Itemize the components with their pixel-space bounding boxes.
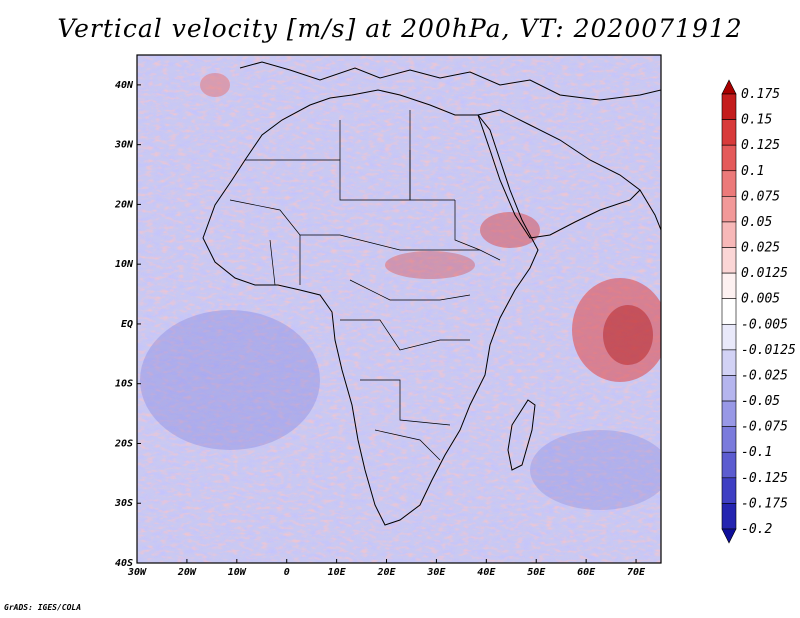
colorbar-swatch — [721, 375, 737, 402]
colorbar-label: -0.2 — [741, 522, 772, 537]
colorbar-swatch — [721, 503, 737, 530]
lon-tick-label: 30E — [426, 567, 446, 578]
colorbar-swatch — [721, 93, 737, 120]
lat-tick-label: 30S — [114, 498, 133, 509]
colorbar-label: 0.005 — [741, 292, 780, 307]
colorbar-label: 0.125 — [741, 138, 780, 153]
colorbar-swatch — [721, 196, 737, 223]
ascent-region-sahel — [385, 251, 475, 279]
latitude-axis: 40N 30N 20N 10N EQ 10S 20S 30S 40S — [114, 80, 141, 569]
lat-tick-label: 30N — [114, 140, 134, 151]
lon-tick-label: 60E — [577, 567, 596, 578]
arabia-coastline — [477, 109, 641, 239]
lon-tick-label: 30W — [127, 567, 147, 578]
lat-tick-label: EQ — [121, 319, 133, 330]
colorbar-swatch — [721, 477, 737, 504]
colorbar-swatch — [721, 221, 737, 248]
colorbar-label: 0.1 — [741, 164, 764, 179]
subsidence-south-atlantic — [140, 310, 320, 450]
colorbar-label: -0.005 — [741, 317, 788, 332]
country-borders — [229, 110, 501, 461]
colorbar-swatch — [721, 144, 737, 172]
colorbar-swatch — [721, 298, 737, 325]
colorbar-label: 0.025 — [741, 241, 780, 256]
lat-tick-label: 10S — [115, 379, 133, 390]
colorbar-label: 0.05 — [741, 215, 772, 230]
colorbar-swatch — [721, 349, 737, 376]
ascent-region-indian-ocean-core — [603, 305, 653, 365]
chart-title: Vertical velocity [m/s] at 200hPa, VT: 2… — [57, 14, 743, 43]
colorbar-label: -0.025 — [741, 368, 788, 383]
colorbar-label: 0.175 — [741, 87, 780, 102]
colorbar-swatch — [721, 79, 737, 95]
ascent-region-ethiopia — [480, 212, 540, 248]
colorbar-label: -0.1 — [741, 445, 772, 460]
colorbar-legend: 0.175 0.15 0.125 0.1 0.075 0.05 0.025 0.0125 0.0… — [721, 79, 796, 544]
lon-tick-label: 20W — [177, 567, 197, 578]
colorbar-swatch — [721, 528, 737, 544]
lat-tick-label: 10N — [115, 259, 134, 270]
lat-tick-label: 40S — [115, 558, 133, 569]
colorbar-swatch — [721, 426, 737, 453]
europe-coastline — [239, 61, 661, 101]
colorbar-label: 0.075 — [741, 189, 780, 204]
lat-tick-label: 40N — [115, 80, 134, 91]
map-frame — [136, 54, 662, 564]
colorbar-label: -0.0125 — [741, 343, 796, 358]
lon-tick-label: 50E — [527, 567, 546, 578]
lon-tick-label: 10E — [328, 567, 347, 578]
longitude-axis: 30W 20W 10W 0 10E 20E 30E 40E 50E 60E 70E — [127, 559, 646, 578]
colorbar-swatch — [721, 323, 737, 351]
colorbar-swatch — [721, 272, 737, 300]
colorbar-label: 0.0125 — [741, 266, 788, 281]
colorbar-label: -0.075 — [741, 420, 788, 435]
colorbar-swatch — [721, 400, 737, 427]
lon-tick-label: 40E — [477, 567, 496, 578]
colorbar-swatch — [721, 170, 737, 197]
lon-tick-label: 20E — [376, 567, 396, 578]
ascent-region-indian-ocean — [572, 278, 661, 382]
colorbar-label: -0.05 — [741, 394, 780, 409]
lon-tick-label: 70E — [627, 567, 646, 578]
lon-tick-label: 10W — [228, 567, 247, 578]
madagascar-coastline — [507, 399, 536, 471]
lat-tick-label: 20S — [114, 438, 133, 449]
vortex-north-atlantic — [200, 73, 230, 97]
grads-credit: GrADS: IGES/COLA — [4, 603, 82, 612]
colorbar-swatch — [721, 451, 737, 479]
africa-coastline — [202, 89, 539, 526]
colorbar-swatch — [721, 247, 737, 274]
colorbar-label: 0.15 — [741, 113, 772, 128]
subsidence-south-indian — [530, 430, 661, 510]
colorbar-label: -0.175 — [741, 496, 788, 511]
lon-tick-label: 0 — [284, 567, 290, 578]
lat-tick-label: 20N — [114, 199, 134, 210]
colorbar-swatch — [721, 119, 737, 146]
ascent-texture — [137, 55, 661, 563]
colorbar-label: -0.125 — [741, 471, 788, 486]
india-coastline — [639, 189, 661, 231]
